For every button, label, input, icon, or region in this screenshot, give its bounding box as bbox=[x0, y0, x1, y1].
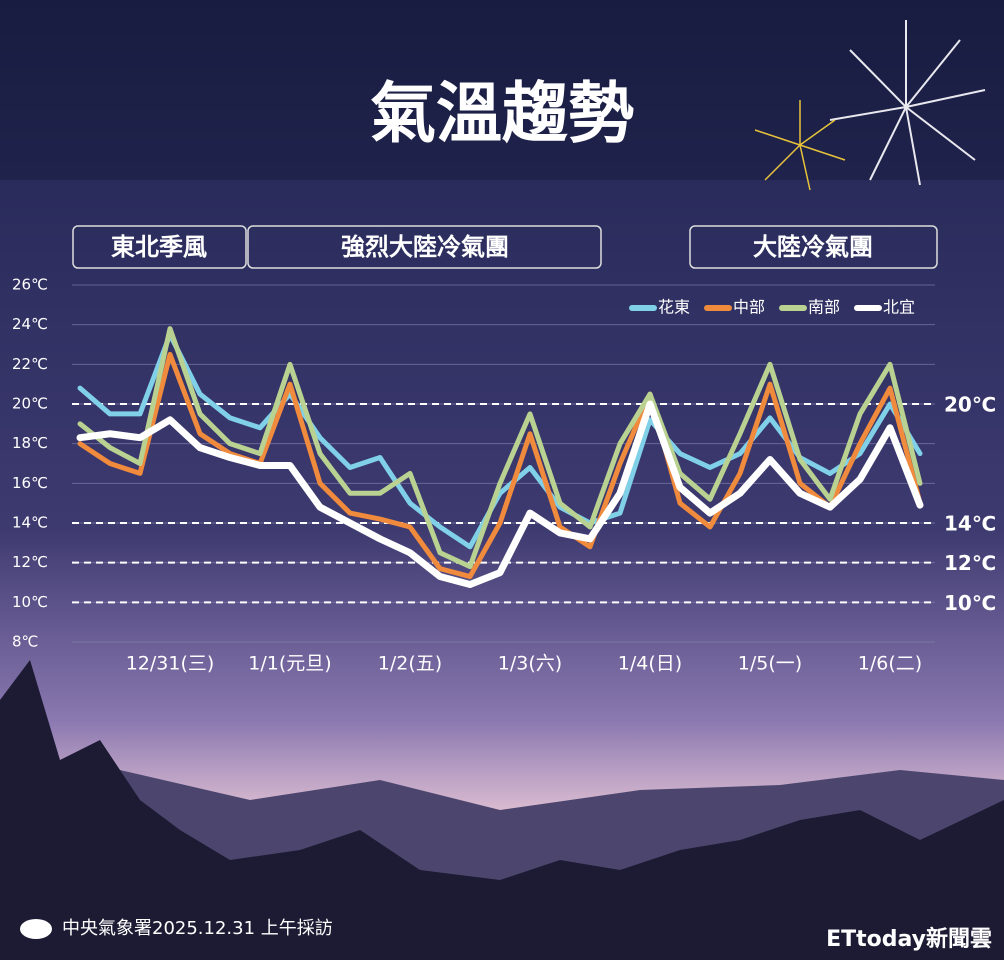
annotation: 東北季風 bbox=[111, 233, 207, 261]
brand: ETtoday新聞雲 bbox=[826, 926, 992, 952]
x-tick-label: 1/4(日) bbox=[618, 653, 682, 675]
annotation-box bbox=[72, 225, 247, 269]
x-tick-label: 1/3(六) bbox=[498, 653, 562, 675]
y-tick-label: 18℃ bbox=[12, 434, 48, 452]
y-tick-label: 14℃ bbox=[12, 514, 48, 532]
x-tick-label: 1/5(一) bbox=[738, 653, 802, 675]
x-tick-label: 1/2(五) bbox=[378, 653, 442, 675]
legend-label: 南部 bbox=[808, 298, 840, 317]
y-tick-label: 10℃ bbox=[12, 593, 48, 611]
y-tick-label: 8℃ bbox=[12, 633, 38, 651]
annotations: 東北季風 強烈大陸冷氣團 大陸冷氣團 bbox=[72, 225, 938, 269]
y-tick-label: 26℃ bbox=[12, 276, 48, 294]
y-tick-label: 12℃ bbox=[12, 553, 48, 571]
reference-label: 10℃ bbox=[944, 591, 996, 615]
reference-label: 20℃ bbox=[944, 393, 996, 417]
annotation-box bbox=[689, 225, 938, 269]
firework bbox=[754, 100, 846, 191]
forest bbox=[0, 660, 1004, 960]
x-tick-label: 1/6(二) bbox=[858, 653, 922, 675]
legend-label: 花東 bbox=[658, 298, 690, 317]
reference-label: 12℃ bbox=[944, 551, 996, 575]
reference-label: 14℃ bbox=[944, 512, 996, 536]
annotation: 大陸冷氣團 bbox=[753, 233, 873, 261]
y-tick-label: 16℃ bbox=[12, 474, 48, 492]
firework bbox=[829, 20, 986, 186]
x-tick-label: 1/1(元旦) bbox=[248, 653, 331, 675]
y-tick-label: 22℃ bbox=[12, 355, 48, 373]
legend-label: 北宜 bbox=[883, 298, 915, 317]
annotation: 強烈大陸冷氣團 bbox=[341, 233, 509, 261]
source: 中央氣象署2025.12.31 上午採訪 bbox=[62, 918, 333, 939]
legend-label: 中部 bbox=[733, 298, 765, 317]
chart-title: 氣溫趨勢 bbox=[370, 75, 634, 152]
series-line bbox=[77, 326, 923, 570]
series-line bbox=[76, 400, 924, 588]
annotation-box bbox=[247, 225, 602, 269]
y-tick-label: 20℃ bbox=[12, 395, 48, 413]
x-tick-label: 12/31(三) bbox=[126, 653, 215, 675]
series-line bbox=[77, 351, 923, 580]
y-tick-label: 24℃ bbox=[12, 315, 48, 333]
logo bbox=[20, 919, 52, 939]
header-band bbox=[0, 0, 1004, 180]
series-line bbox=[77, 332, 923, 550]
